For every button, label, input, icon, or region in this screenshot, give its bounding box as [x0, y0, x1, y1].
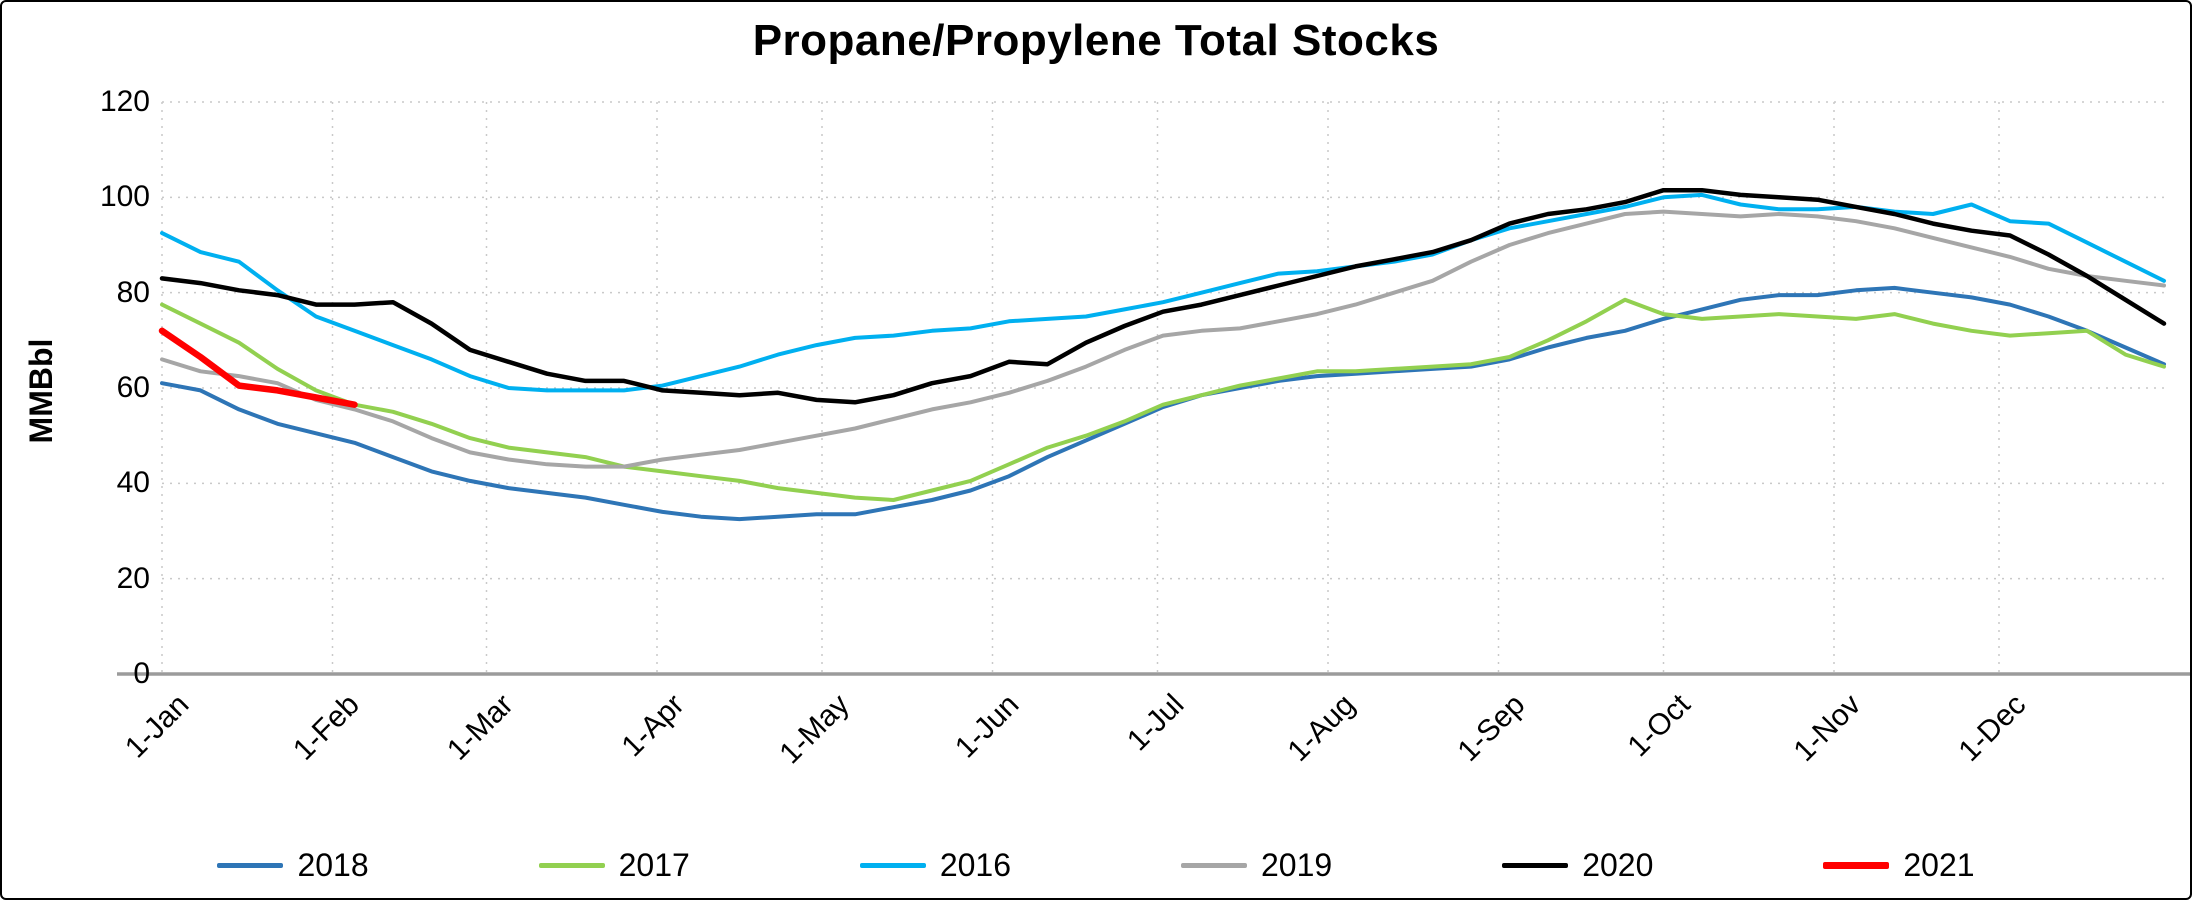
legend-label: 2018	[297, 847, 369, 883]
series-line-2016	[160, 192, 2166, 393]
legend-label: 2016	[939, 847, 1011, 883]
y-tick-label: 0	[133, 657, 150, 690]
y-tick-label: 120	[99, 85, 150, 118]
legend-item-2017: 2017	[538, 847, 690, 884]
legend: 2018 2017 2016 2019 2020 2021	[2, 847, 2190, 884]
y-tick-label: 80	[116, 275, 150, 309]
series-line-2021	[158, 327, 358, 408]
y-tick-label: 60	[116, 371, 150, 404]
y-tick-label: 100	[99, 180, 150, 214]
series-line-2019	[160, 209, 2166, 469]
legend-swatch-2018	[217, 863, 284, 868]
legend-swatch-2017	[538, 863, 605, 868]
legend-swatch-2016	[859, 863, 926, 868]
series-line-2020	[159, 187, 2167, 405]
legend-label: 2019	[1261, 847, 1333, 883]
chart-title: Propane/Propylene Total Stocks	[752, 16, 1440, 65]
series-line-2018	[160, 285, 2166, 522]
series-line-2017	[160, 297, 2166, 502]
legend-item-2019: 2019	[1181, 847, 1332, 884]
legend-item-2016: 2016	[859, 847, 1011, 884]
y-tick-label: 40	[116, 466, 150, 500]
legend-item-2020: 2020	[1502, 847, 1653, 884]
legend-item-2021: 2021	[1823, 847, 1975, 884]
legend-label: 2020	[1582, 847, 1654, 883]
legend-label: 2017	[618, 847, 690, 883]
legend-swatch-2021	[1823, 862, 1890, 869]
legend-swatch-2019	[1181, 863, 1247, 868]
legend-item-2018: 2018	[217, 847, 369, 884]
legend-swatch-2020	[1502, 863, 1569, 868]
legend-label: 2021	[1903, 847, 1975, 883]
y-tick-label: 20	[116, 561, 150, 595]
